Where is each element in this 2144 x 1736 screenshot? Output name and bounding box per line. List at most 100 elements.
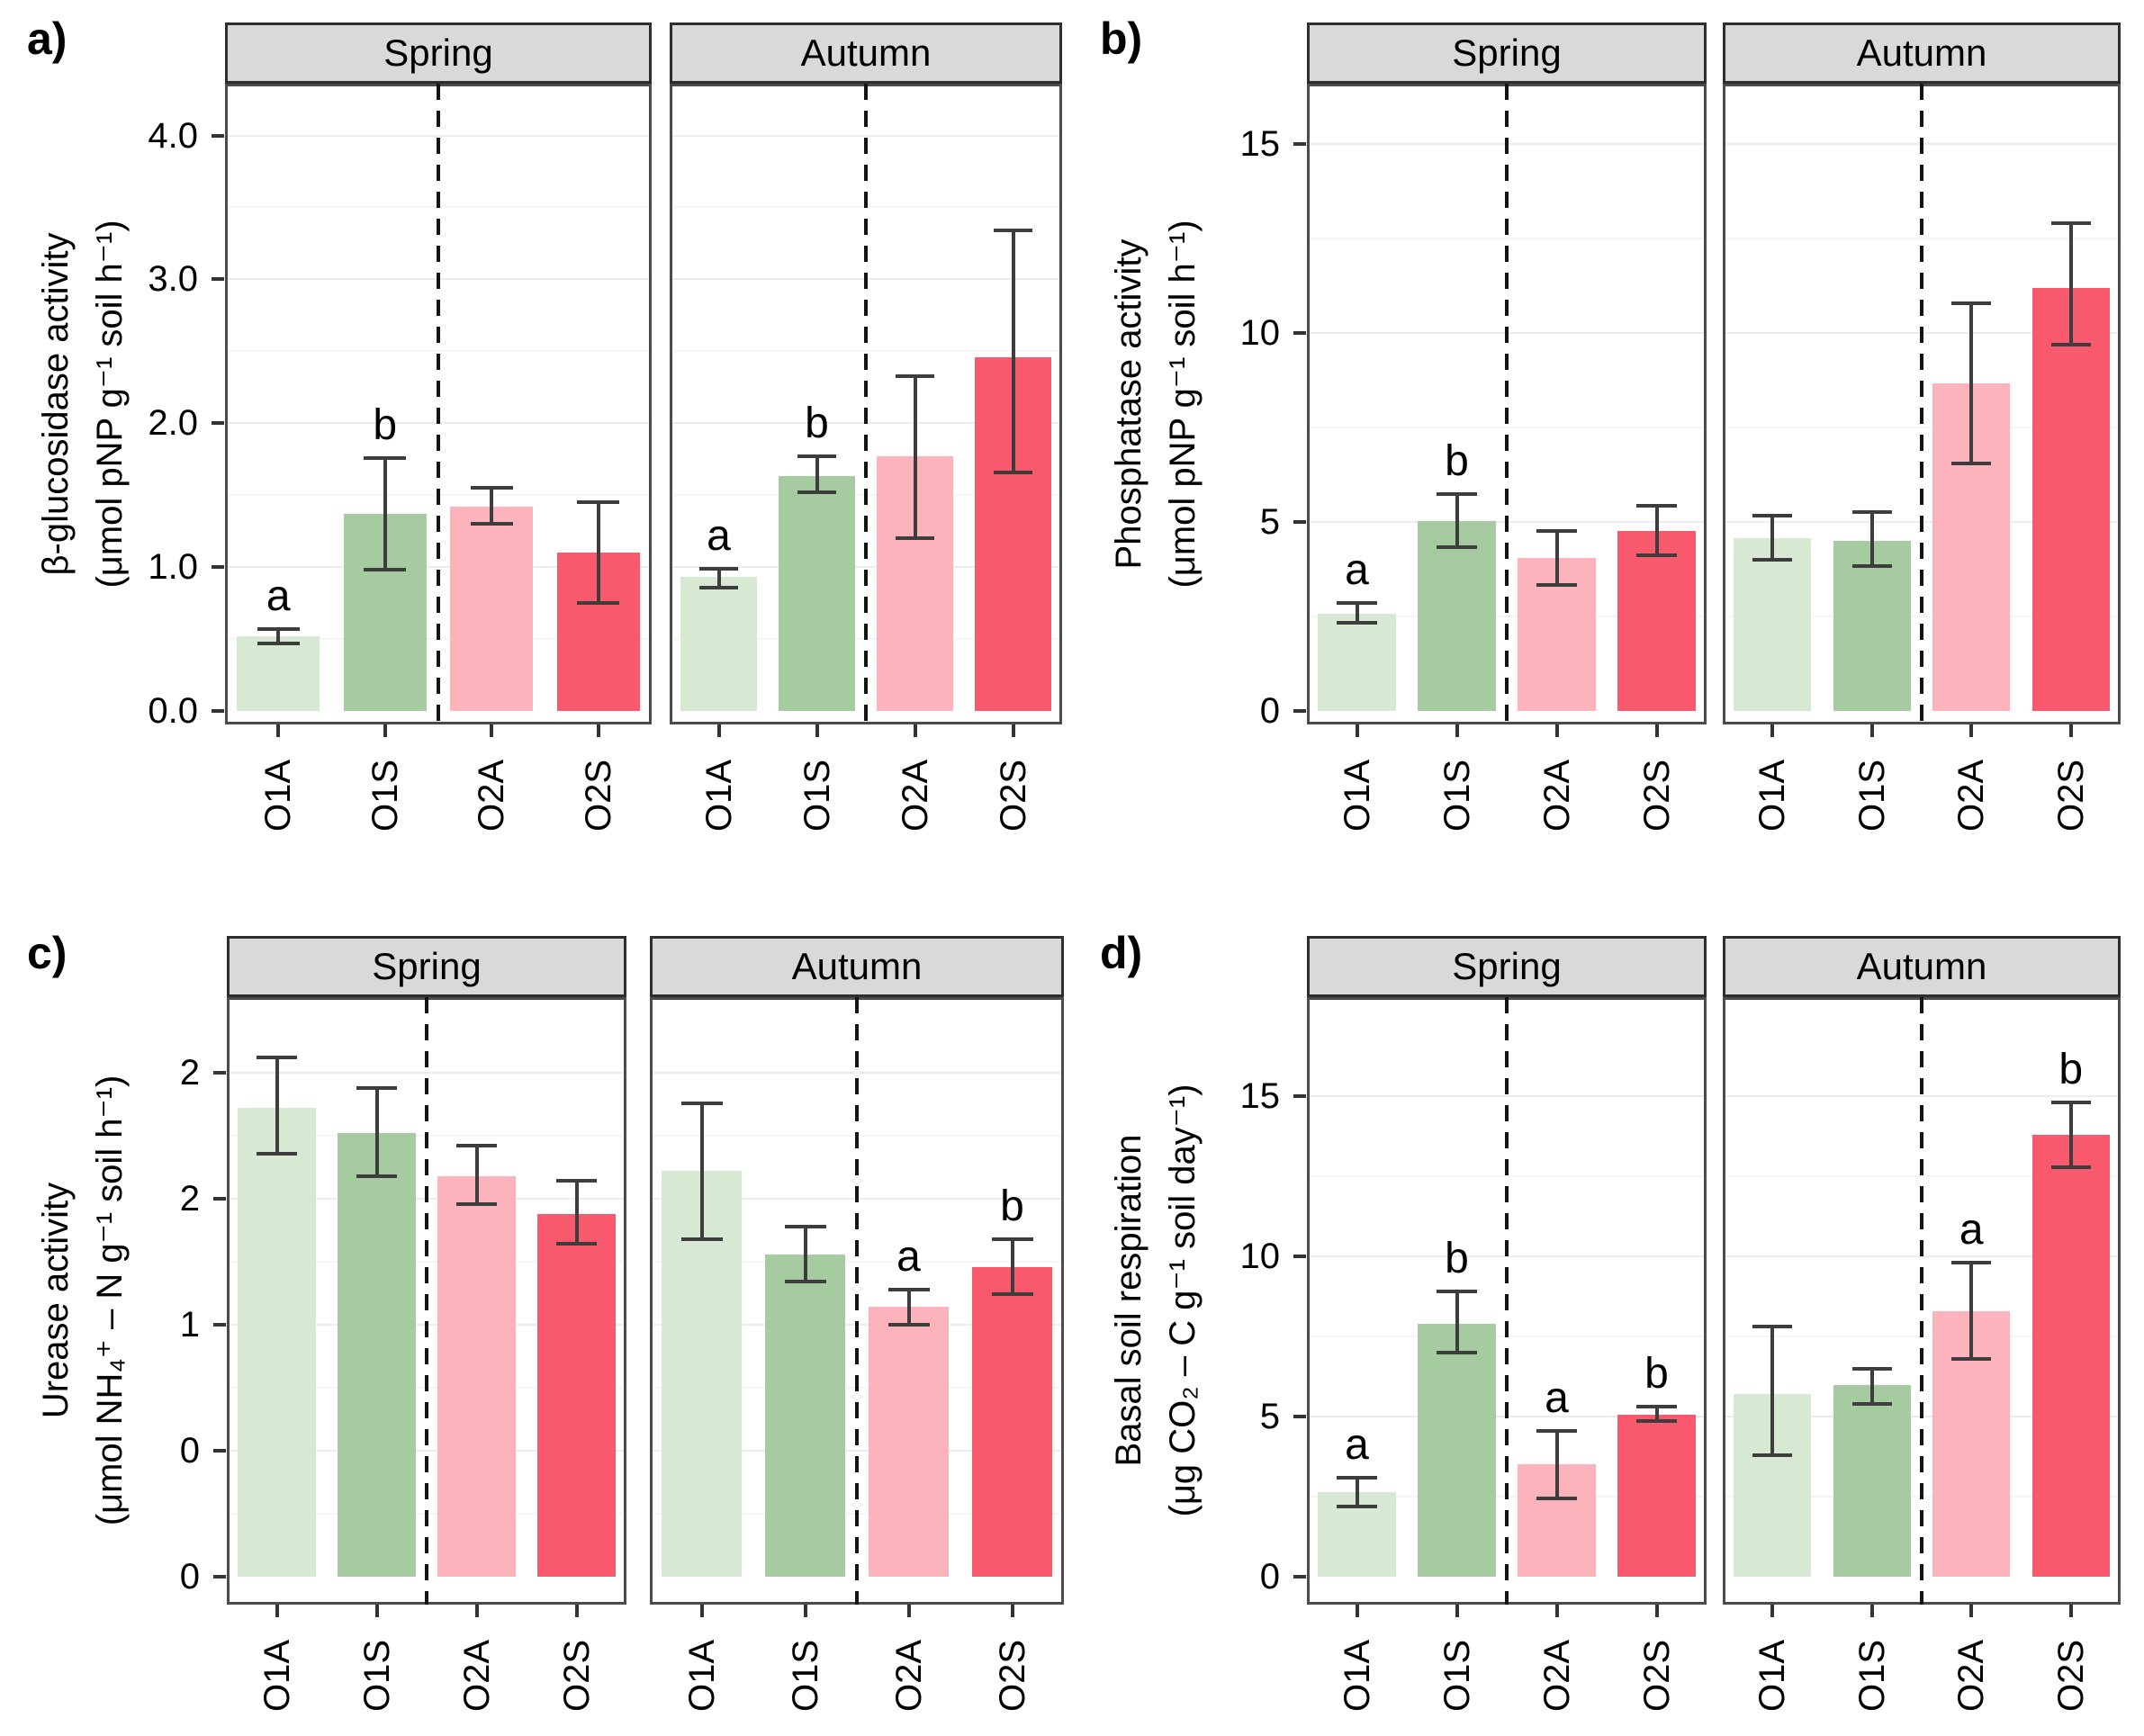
y-tick-label: 2 bbox=[179, 1053, 200, 1093]
y-tick-mark bbox=[1293, 142, 1306, 147]
error-bar-cap-bottom bbox=[784, 1280, 826, 1284]
y-tick-label: 10 bbox=[1239, 313, 1281, 354]
error-bar-cap-top bbox=[1536, 529, 1577, 534]
error-bar-cap-bottom bbox=[991, 1292, 1033, 1297]
x-tick-mark bbox=[1654, 724, 1659, 737]
x-tick-mark bbox=[1355, 1605, 1359, 1617]
error-bar-cap-bottom bbox=[1437, 1350, 1477, 1354]
error-bar bbox=[1969, 302, 1974, 463]
error-bar-cap-top bbox=[2050, 1101, 2091, 1105]
error-bar bbox=[1869, 512, 1874, 567]
x-tick-label: O1A bbox=[681, 1639, 722, 1713]
error-bar bbox=[1455, 1291, 1459, 1353]
facet-strip-autumn: Autumn bbox=[1723, 22, 2121, 84]
error-bar bbox=[803, 1226, 807, 1282]
y-tick-label: 0.0 bbox=[148, 691, 198, 731]
error-bar bbox=[906, 1289, 911, 1325]
error-bar bbox=[2068, 223, 2073, 346]
error-bar-cap-top bbox=[1851, 510, 1892, 515]
x-tick-mark bbox=[1455, 724, 1459, 737]
error-bar bbox=[1010, 1238, 1014, 1295]
y-tick-mark bbox=[1293, 331, 1306, 336]
error-bar-cap-bottom bbox=[1337, 621, 1377, 625]
error-bar-cap-bottom bbox=[895, 536, 935, 541]
x-tick-mark bbox=[1770, 724, 1775, 737]
x-tick-mark bbox=[1869, 724, 1874, 737]
error-bar-cap-top bbox=[456, 1144, 497, 1148]
panel-tag-c: c) bbox=[27, 928, 68, 978]
x-tick-mark bbox=[906, 1605, 911, 1617]
panel-tag-d: d) bbox=[1100, 928, 1143, 978]
bar-O2A bbox=[868, 1307, 950, 1577]
significance-letter: b bbox=[2058, 1046, 2084, 1094]
error-bar-cap-top bbox=[895, 373, 935, 378]
x-tick-mark bbox=[1869, 1605, 1874, 1617]
dashed-divider bbox=[855, 997, 859, 1605]
error-bar-cap-top bbox=[1536, 1429, 1577, 1434]
x-tick-mark bbox=[1010, 1605, 1014, 1617]
error-bar-cap-bottom bbox=[556, 1242, 597, 1246]
error-bar-cap-bottom bbox=[680, 1237, 723, 1241]
facet-strip-spring: Spring bbox=[225, 22, 652, 84]
error-bar-cap-top bbox=[1337, 600, 1377, 605]
significance-letter: a bbox=[1545, 1374, 1569, 1423]
error-bar bbox=[1554, 1431, 1559, 1498]
error-bar bbox=[596, 502, 600, 604]
x-tick-mark bbox=[275, 1605, 279, 1617]
x-tick-label: O1S bbox=[797, 759, 837, 832]
y-tick-label: 1 bbox=[179, 1305, 200, 1345]
x-tick-label: O1S bbox=[365, 759, 405, 832]
facet-strip-autumn: Autumn bbox=[670, 22, 1062, 84]
error-bar-cap-top bbox=[1951, 301, 1992, 305]
bar-O1A bbox=[238, 1108, 316, 1577]
x-tick-label: O1S bbox=[1437, 759, 1477, 832]
y-tick-mark bbox=[212, 277, 224, 282]
x-tick-label: O1A bbox=[1752, 759, 1793, 832]
significance-letter: a bbox=[707, 511, 731, 560]
error-bar bbox=[383, 457, 387, 571]
error-bar bbox=[1969, 1263, 1974, 1360]
error-bar-cap-top bbox=[1437, 491, 1477, 496]
bar-O2S bbox=[971, 1266, 1053, 1577]
x-tick-label: O2S bbox=[2050, 759, 2091, 832]
significance-letter: a bbox=[1345, 545, 1369, 594]
x-tick-label: O2S bbox=[578, 759, 618, 832]
y-tick-mark bbox=[213, 1449, 226, 1453]
facet-strip-spring: Spring bbox=[1307, 22, 1707, 84]
x-tick-mark bbox=[1969, 724, 1974, 737]
error-bar-cap-bottom bbox=[1951, 461, 1992, 465]
error-bar-cap-bottom bbox=[470, 522, 513, 526]
bar-O1S bbox=[1418, 1323, 1496, 1577]
significance-letter: b bbox=[1000, 1182, 1024, 1230]
y-tick-label: 15 bbox=[1239, 124, 1281, 165]
error-bar-cap-top bbox=[2050, 221, 2091, 226]
y-tick-mark bbox=[1293, 1094, 1306, 1099]
error-bar-cap-bottom bbox=[1851, 1401, 1892, 1406]
error-bar-cap-bottom bbox=[257, 641, 300, 645]
bar-O1S bbox=[778, 476, 855, 711]
error-bar-cap-top bbox=[1636, 1405, 1677, 1409]
y-tick-label: 0 bbox=[1259, 1557, 1280, 1597]
error-bar bbox=[574, 1181, 579, 1245]
error-bar bbox=[815, 456, 819, 492]
error-bar-cap-top bbox=[1752, 1325, 1793, 1329]
error-bar bbox=[1654, 506, 1659, 555]
y-tick-label: 3.0 bbox=[148, 259, 198, 300]
error-bar bbox=[2068, 1102, 2073, 1167]
significance-letter: b bbox=[1445, 436, 1469, 485]
x-tick-label: O2A bbox=[895, 759, 935, 832]
y-tick-mark bbox=[213, 1575, 226, 1579]
x-tick-mark bbox=[490, 724, 494, 737]
error-bar bbox=[1355, 1477, 1359, 1507]
x-tick-label: O2S bbox=[1636, 1639, 1677, 1713]
y-tick-label: 5 bbox=[1259, 1397, 1280, 1437]
error-bar bbox=[1554, 531, 1559, 586]
error-bar-cap-top bbox=[887, 1287, 930, 1291]
error-bar-cap-top bbox=[1851, 1366, 1892, 1371]
error-bar-cap-bottom bbox=[1437, 545, 1477, 550]
error-bar-cap-top bbox=[470, 486, 513, 490]
error-bar-cap-bottom bbox=[456, 1201, 497, 1206]
y-tick-label: 4.0 bbox=[148, 115, 198, 156]
x-tick-mark bbox=[383, 724, 387, 737]
y-tick-mark bbox=[1293, 520, 1306, 525]
